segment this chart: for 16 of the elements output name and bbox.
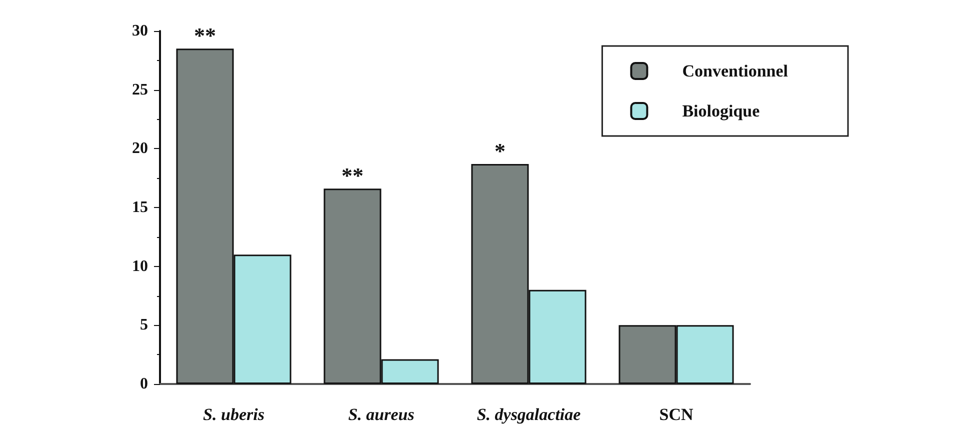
- legend-label: Conventionnel: [682, 62, 788, 80]
- legend-label: Biologique: [682, 102, 760, 120]
- y-tick-label: 0: [140, 376, 148, 392]
- annotation: **: [341, 163, 364, 188]
- x-tick-label: SCN: [659, 405, 694, 424]
- y-tick-label: 25: [132, 81, 148, 98]
- y-tick-label: 15: [132, 199, 148, 216]
- x-tick-label: S. aureus: [348, 405, 415, 424]
- y-tick-label: 30: [132, 22, 148, 40]
- x-tick-label: S. uberis: [203, 405, 265, 424]
- y-tick-label: 20: [132, 140, 148, 158]
- y-tick-label: 5: [140, 316, 148, 334]
- y-tick-label: 10: [132, 258, 148, 275]
- annotation: **: [194, 23, 216, 48]
- annotation: *: [494, 138, 506, 164]
- x-tick-label: S. dysgalactiae: [476, 405, 582, 424]
